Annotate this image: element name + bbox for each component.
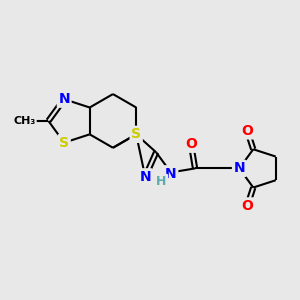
Text: CH₃: CH₃ bbox=[13, 116, 35, 126]
Text: O: O bbox=[241, 199, 253, 213]
Text: O: O bbox=[185, 137, 197, 151]
Text: N: N bbox=[140, 170, 151, 184]
Text: N: N bbox=[165, 167, 177, 181]
Text: S: S bbox=[59, 136, 69, 150]
Text: H: H bbox=[156, 175, 167, 188]
Text: O: O bbox=[241, 124, 253, 138]
Text: N: N bbox=[233, 161, 245, 176]
Text: S: S bbox=[131, 127, 141, 141]
Text: N: N bbox=[58, 92, 70, 106]
